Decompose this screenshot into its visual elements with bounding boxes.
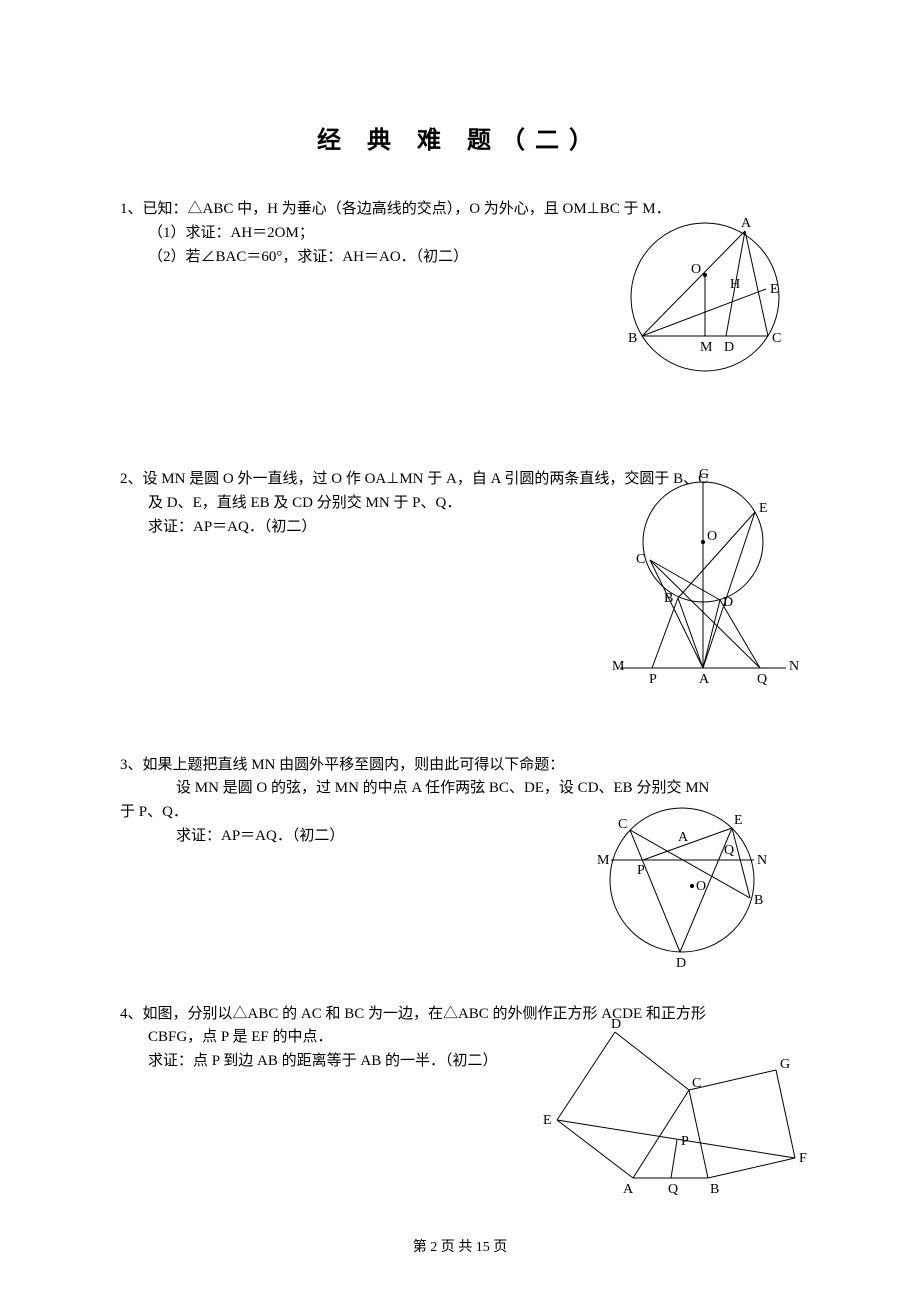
text: 已知：△ABC 中，H 为垂心（各边高线的交点），O 为外心，且 OM⊥BC 于…	[143, 201, 671, 217]
svg-text:N: N	[757, 853, 767, 868]
svg-text:B: B	[710, 1182, 719, 1197]
svg-text:G: G	[780, 1057, 790, 1072]
svg-text:P: P	[637, 863, 645, 878]
svg-text:P: P	[649, 672, 657, 687]
svg-text:A: A	[699, 672, 710, 687]
figure-2: G E C B D O M N P A Q	[600, 470, 800, 685]
problem-number: 3、	[120, 757, 143, 773]
svg-text:D: D	[611, 1017, 621, 1032]
svg-text:Q: Q	[757, 672, 767, 687]
svg-text:A: A	[678, 830, 689, 845]
svg-text:C: C	[636, 552, 645, 567]
problem-number: 4、	[120, 1006, 143, 1022]
svg-text:E: E	[770, 282, 779, 297]
svg-text:Q: Q	[668, 1182, 678, 1197]
svg-text:Q: Q	[724, 843, 734, 858]
figure-1: A B C MD O H E	[610, 215, 800, 385]
page-footer: 第 2 页 共 15 页	[0, 1236, 920, 1256]
svg-text:O: O	[707, 529, 717, 544]
svg-text:D: D	[724, 340, 734, 355]
figure-1-svg: A B C MD O H E	[610, 215, 800, 385]
text: 求证：AP＝AQ．（初二）	[176, 828, 344, 844]
svg-text:C: C	[618, 817, 627, 832]
page: 经 典 难 题（二） 1、已知：△ABC 中，H 为垂心（各边高线的交点），O …	[0, 0, 920, 1302]
svg-text:D: D	[723, 595, 733, 610]
svg-text:B: B	[628, 331, 637, 346]
svg-text:B: B	[664, 591, 673, 606]
svg-text:E: E	[543, 1113, 552, 1128]
problem-number: 2、	[120, 471, 143, 487]
svg-text:D: D	[676, 956, 686, 971]
svg-text:B: B	[754, 893, 763, 908]
problem-number: 1、	[120, 201, 143, 217]
svg-text:M: M	[597, 853, 610, 868]
figure-3-svg: C E M N A P Q B D O	[582, 780, 782, 970]
svg-text:A: A	[741, 216, 752, 231]
page-title: 经 典 难 题（二）	[120, 120, 800, 155]
svg-text:M: M	[700, 340, 713, 355]
figure-2-svg: G E C B D O M N P A Q	[600, 470, 800, 685]
problem-line: 3、如果上题把直线 MN 由圆外平移至圆内，则由此可得以下命题：	[120, 755, 800, 777]
svg-text:C: C	[772, 331, 781, 346]
text: 如果上题把直线 MN 由圆外平移至圆内，则由此可得以下命题：	[143, 757, 565, 773]
figure-3: C E M N A P Q B D O	[582, 780, 782, 970]
svg-text:P: P	[681, 1134, 689, 1149]
svg-text:N: N	[789, 659, 799, 674]
svg-text:F: F	[799, 1151, 807, 1166]
svg-text:H: H	[730, 277, 740, 292]
svg-text:G: G	[699, 467, 709, 482]
svg-text:M: M	[612, 659, 625, 674]
svg-text:A: A	[623, 1182, 634, 1197]
svg-text:O: O	[696, 879, 706, 894]
svg-text:E: E	[759, 501, 768, 516]
svg-text:O: O	[691, 262, 701, 277]
figure-4-svg: A B C D E G F P Q	[535, 1020, 825, 1200]
svg-text:C: C	[692, 1076, 701, 1091]
figure-4: A B C D E G F P Q	[535, 1020, 825, 1200]
svg-text:E: E	[734, 813, 743, 828]
